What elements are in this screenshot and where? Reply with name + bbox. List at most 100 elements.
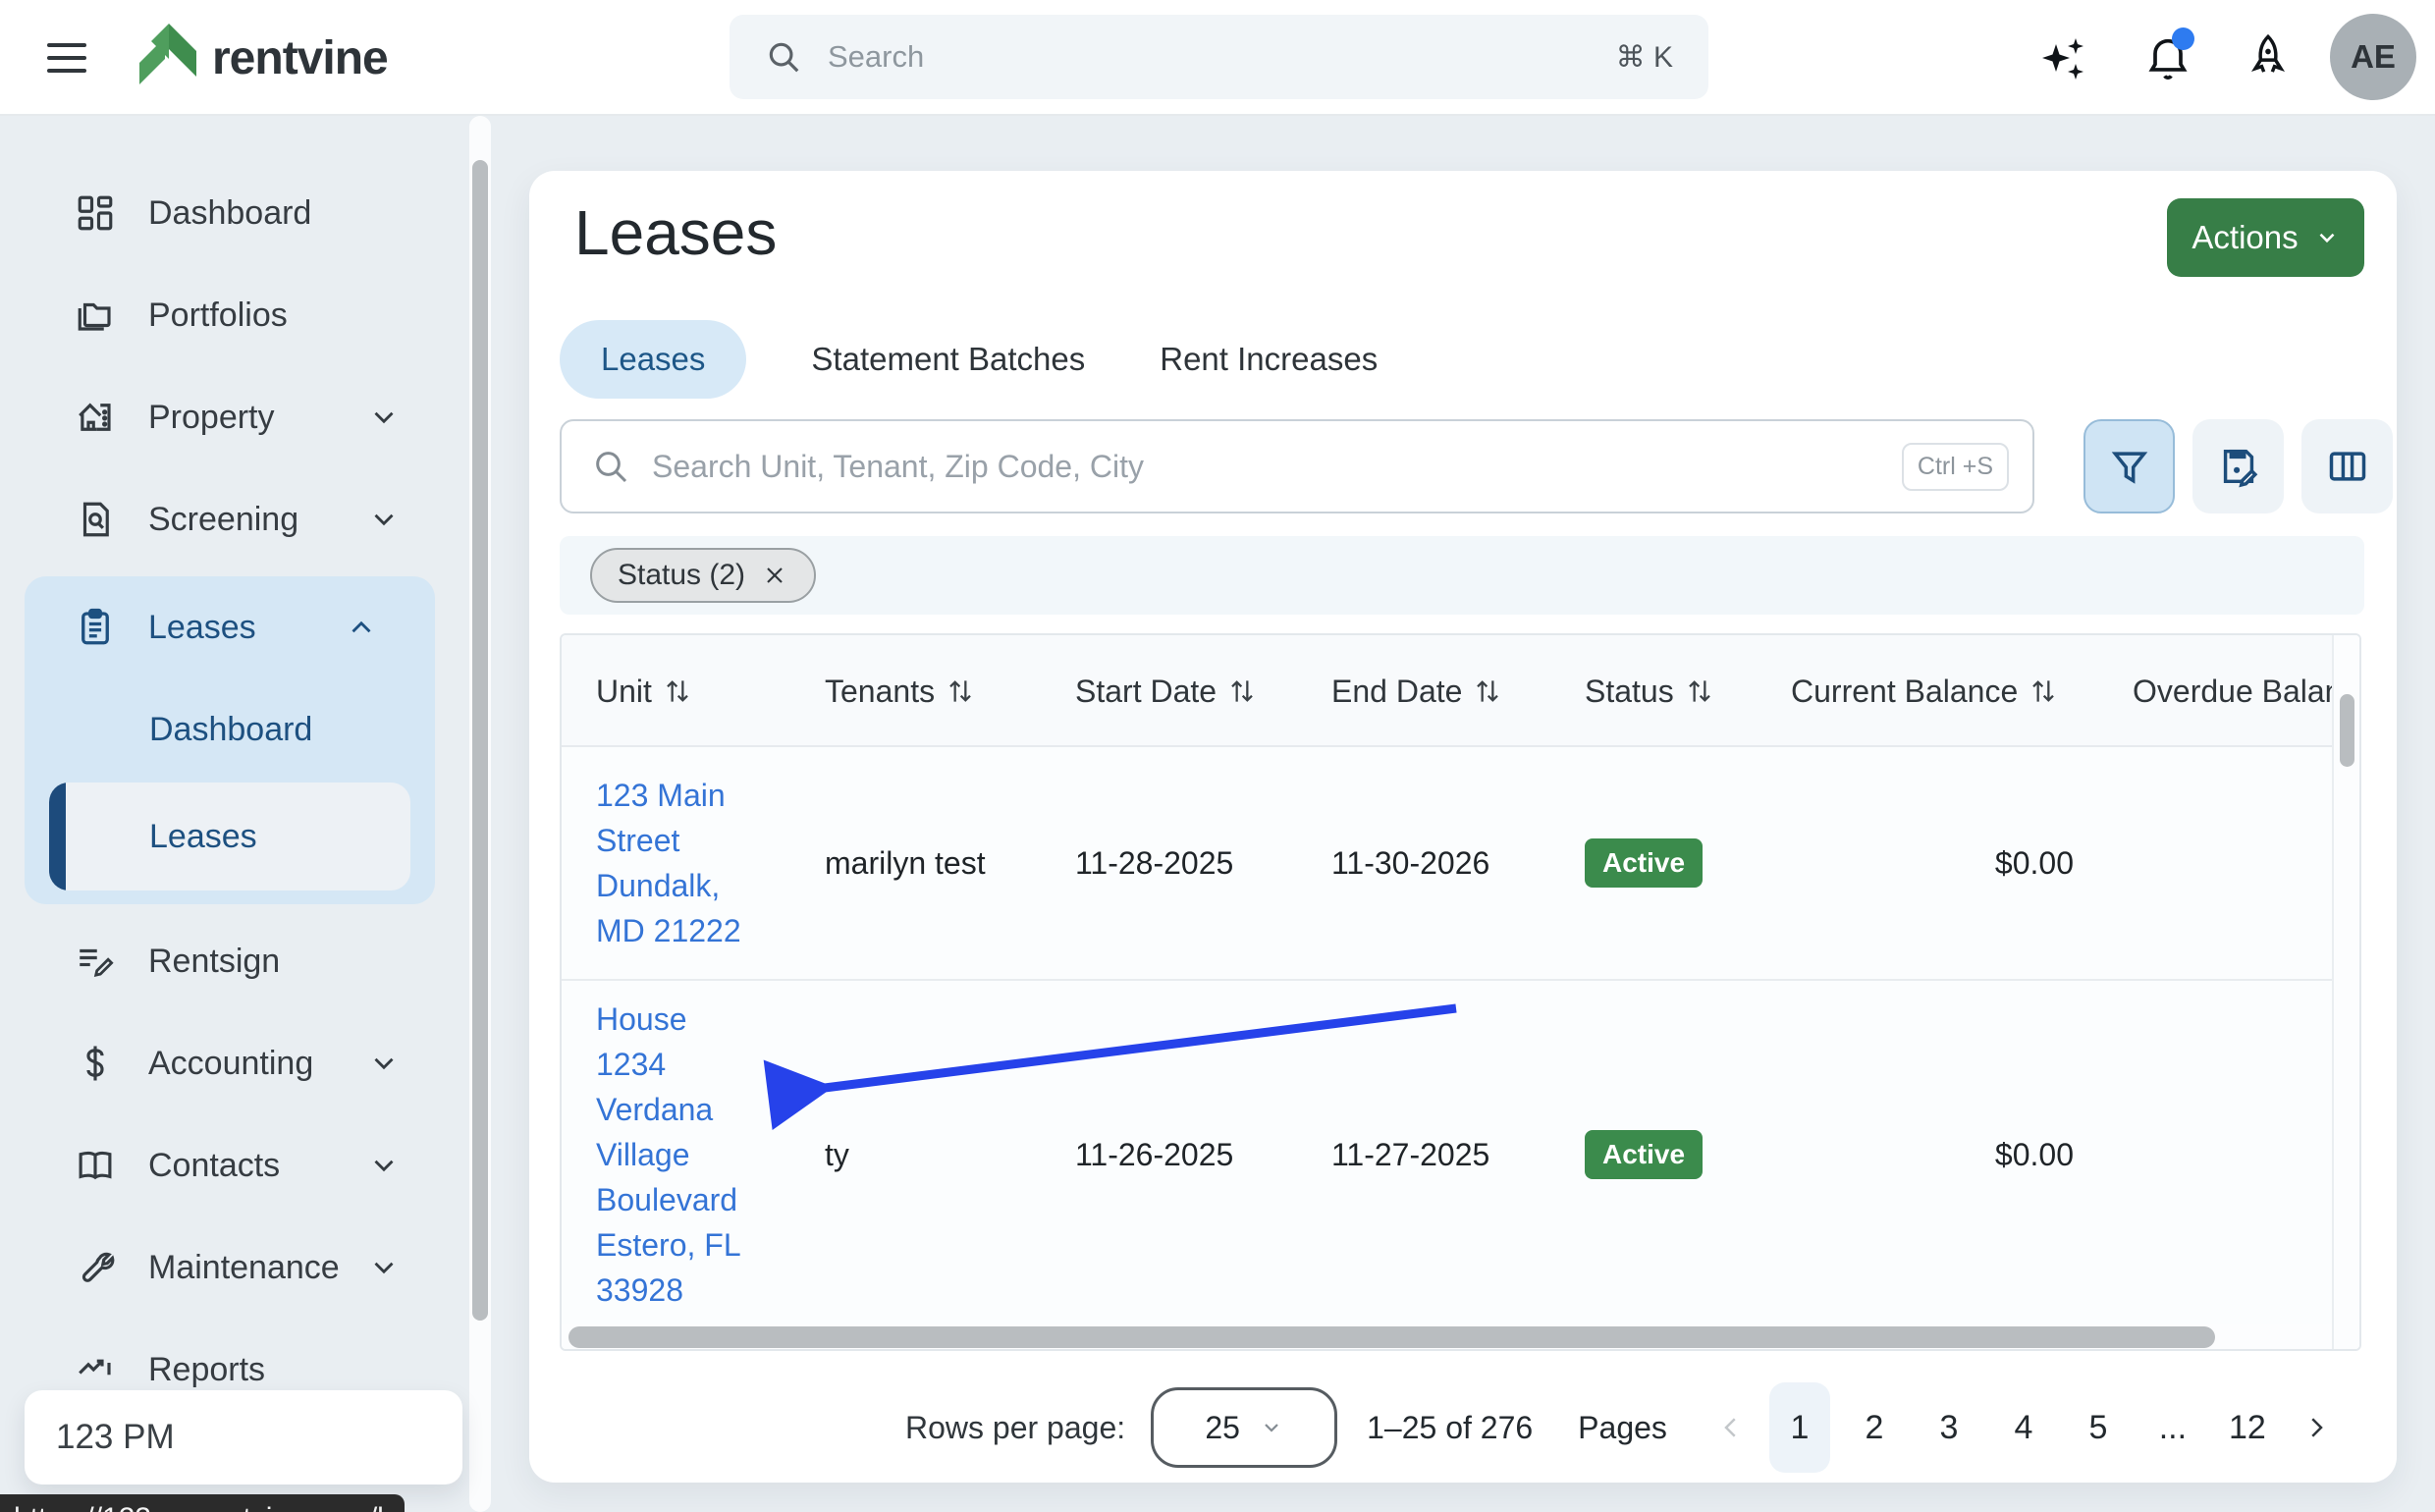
notifications-button[interactable]: [2136, 26, 2200, 90]
rows-per-page-select[interactable]: 25: [1151, 1387, 1338, 1468]
whats-new-button[interactable]: [2236, 26, 2300, 90]
menu-icon[interactable]: [47, 37, 88, 79]
page-navigator: 1 2 3 4 5 ... 12: [1706, 1382, 2341, 1473]
column-header-status[interactable]: Status: [1585, 635, 1713, 747]
page-number-5[interactable]: 5: [2088, 1408, 2108, 1446]
search-shortcut-badge: Ctrl +S: [1901, 442, 2009, 491]
unit-link[interactable]: House 1234 Verdana Village Boulevard Est…: [596, 1001, 741, 1308]
columns-button[interactable]: [2301, 419, 2393, 513]
sidebar-item-maintenance[interactable]: Maintenance: [0, 1216, 491, 1319]
chevron-up-icon: [345, 611, 378, 644]
sidebar-item-reports[interactable]: Reports: [0, 1319, 491, 1421]
column-header-start-date[interactable]: Start Date: [1075, 635, 1256, 747]
unit-link[interactable]: 123 Main Street Dundalk, MD 21222: [596, 778, 741, 948]
sidebar-item-accounting[interactable]: Accounting: [0, 1012, 491, 1114]
pages-label: Pages: [1578, 1409, 1667, 1445]
sidebar-item-label: Contacts: [148, 1146, 281, 1184]
column-header-current-balance[interactable]: Current Balance: [1791, 635, 2057, 747]
table-horizontal-scrollbar-thumb[interactable]: [568, 1326, 2215, 1348]
column-header-unit[interactable]: Unit: [596, 635, 691, 747]
table-horizontal-scrollbar-track[interactable]: [562, 1324, 2359, 1349]
pagination-bar: Rows per page: 25 1–25 of 276 Pages 1 2 …: [905, 1380, 2341, 1475]
avatar[interactable]: AE: [2330, 14, 2416, 100]
sort-icon: [1231, 680, 1253, 702]
leases-page-card: Leases Actions Leases Statement Batches …: [529, 171, 2397, 1483]
sidebar-subitem-leases[interactable]: Leases: [49, 783, 410, 891]
brand-logo[interactable]: rentvine: [137, 18, 389, 98]
active-indicator-bar: [49, 783, 66, 891]
folder-icon: [74, 294, 117, 337]
search-icon: [591, 447, 630, 486]
page-number-3[interactable]: 3: [1939, 1408, 1959, 1446]
page-number-12[interactable]: 12: [2228, 1408, 2266, 1446]
global-search-input[interactable]: [828, 39, 1616, 75]
filter-button[interactable]: [2083, 419, 2175, 513]
sidebar-item-contacts[interactable]: Contacts: [0, 1114, 491, 1216]
tenants-cell: ty: [825, 1136, 849, 1172]
column-header-end-date[interactable]: End Date: [1331, 635, 1501, 747]
page-number-4[interactable]: 4: [2014, 1408, 2033, 1446]
sidebar-scrollbar-track[interactable]: [469, 116, 491, 1512]
global-search[interactable]: ⌘ K: [730, 15, 1708, 99]
columns-icon: [2329, 452, 2365, 481]
notification-dot: [2172, 27, 2194, 50]
company-card[interactable]: 123 PM: [25, 1390, 462, 1485]
reports-chart-icon: [74, 1348, 117, 1391]
chevron-down-icon: [2319, 233, 2335, 243]
sidebar-item-label: Leases: [148, 608, 256, 646]
lease-search-box[interactable]: Ctrl +S: [560, 419, 2034, 513]
active-filters-bar: Status (2): [560, 536, 2364, 615]
column-header-tenants[interactable]: Tenants: [825, 635, 974, 747]
filter-chip-status[interactable]: Status (2): [590, 548, 817, 603]
tenants-cell: marilyn test: [825, 844, 986, 881]
page-number-1[interactable]: 1: [1768, 1382, 1830, 1473]
sort-icon: [667, 680, 688, 702]
rentvine-mark-icon: [137, 22, 198, 94]
page-number-2[interactable]: 2: [1865, 1408, 1884, 1446]
start-date-cell: 11-28-2025: [1075, 844, 1234, 881]
sort-icon: [2032, 680, 2055, 702]
next-page-button[interactable]: [2292, 1382, 2341, 1473]
sidebar-item-rentsign[interactable]: Rentsign: [0, 910, 491, 1012]
lease-search-input[interactable]: [652, 448, 1902, 485]
saved-filters-button[interactable]: [2192, 419, 2284, 513]
ai-assistant-button[interactable]: [2033, 26, 2098, 90]
table-vertical-scrollbar-thumb[interactable]: [2340, 694, 2354, 767]
sidebar-item-leases[interactable]: Leases: [25, 576, 435, 678]
tab-statement-batches[interactable]: Statement Batches: [811, 341, 1086, 377]
leases-table: Unit Tenants Start Date End Date Status: [560, 633, 2361, 1351]
sidebar-subitem-lease-dashboard[interactable]: Dashboard: [25, 678, 435, 781]
tab-rent-increases[interactable]: Rent Increases: [1160, 341, 1379, 377]
sidebar-item-label: Maintenance: [148, 1248, 340, 1286]
chevron-left-icon: [1724, 1418, 1736, 1437]
property-house-icon: [74, 396, 117, 439]
table-vertical-scrollbar-track[interactable]: [2332, 635, 2359, 1349]
sidebar-group-leases: Leases Dashboard Leases: [25, 576, 435, 904]
dashboard-grid-icon: [74, 191, 117, 235]
sidebar-item-dashboard[interactable]: Dashboard: [0, 162, 491, 264]
page-title: Leases: [574, 197, 778, 268]
start-date-cell: 11-26-2025: [1075, 1136, 1234, 1172]
sidebar-item-portfolios[interactable]: Portfolios: [0, 264, 491, 366]
chevron-down-icon: [367, 1251, 401, 1284]
sidebar-scrollbar-thumb[interactable]: [472, 160, 488, 1321]
table-row[interactable]: 123 Main Street Dundalk, MD 21222 marily…: [562, 747, 2359, 981]
page-ellipsis[interactable]: ...: [2158, 1408, 2188, 1446]
tab-leases[interactable]: Leases: [560, 320, 747, 399]
rocket-icon: [2243, 32, 2294, 83]
table-row[interactable]: House 1234 Verdana Village Boulevard Est…: [562, 983, 2359, 1326]
previous-page-button[interactable]: [1706, 1382, 1756, 1473]
sidebar-item-screening[interactable]: Screening: [0, 468, 491, 570]
end-date-cell: 11-27-2025: [1331, 1136, 1490, 1172]
column-header-overdue-balance[interactable]: Overdue Balance: [2133, 673, 2361, 709]
sidebar-item-property[interactable]: Property: [0, 366, 491, 468]
close-icon[interactable]: [761, 562, 788, 589]
actions-button[interactable]: Actions: [2167, 198, 2364, 277]
dollar-icon: [74, 1042, 117, 1085]
sidebar-subitem-label: Leases: [149, 817, 257, 855]
sidebar-item-label: Accounting: [148, 1044, 314, 1082]
filter-chip-label: Status (2): [618, 559, 746, 591]
sidebar-item-label: Reports: [148, 1350, 266, 1388]
sidebar-item-label: Screening: [148, 500, 299, 538]
